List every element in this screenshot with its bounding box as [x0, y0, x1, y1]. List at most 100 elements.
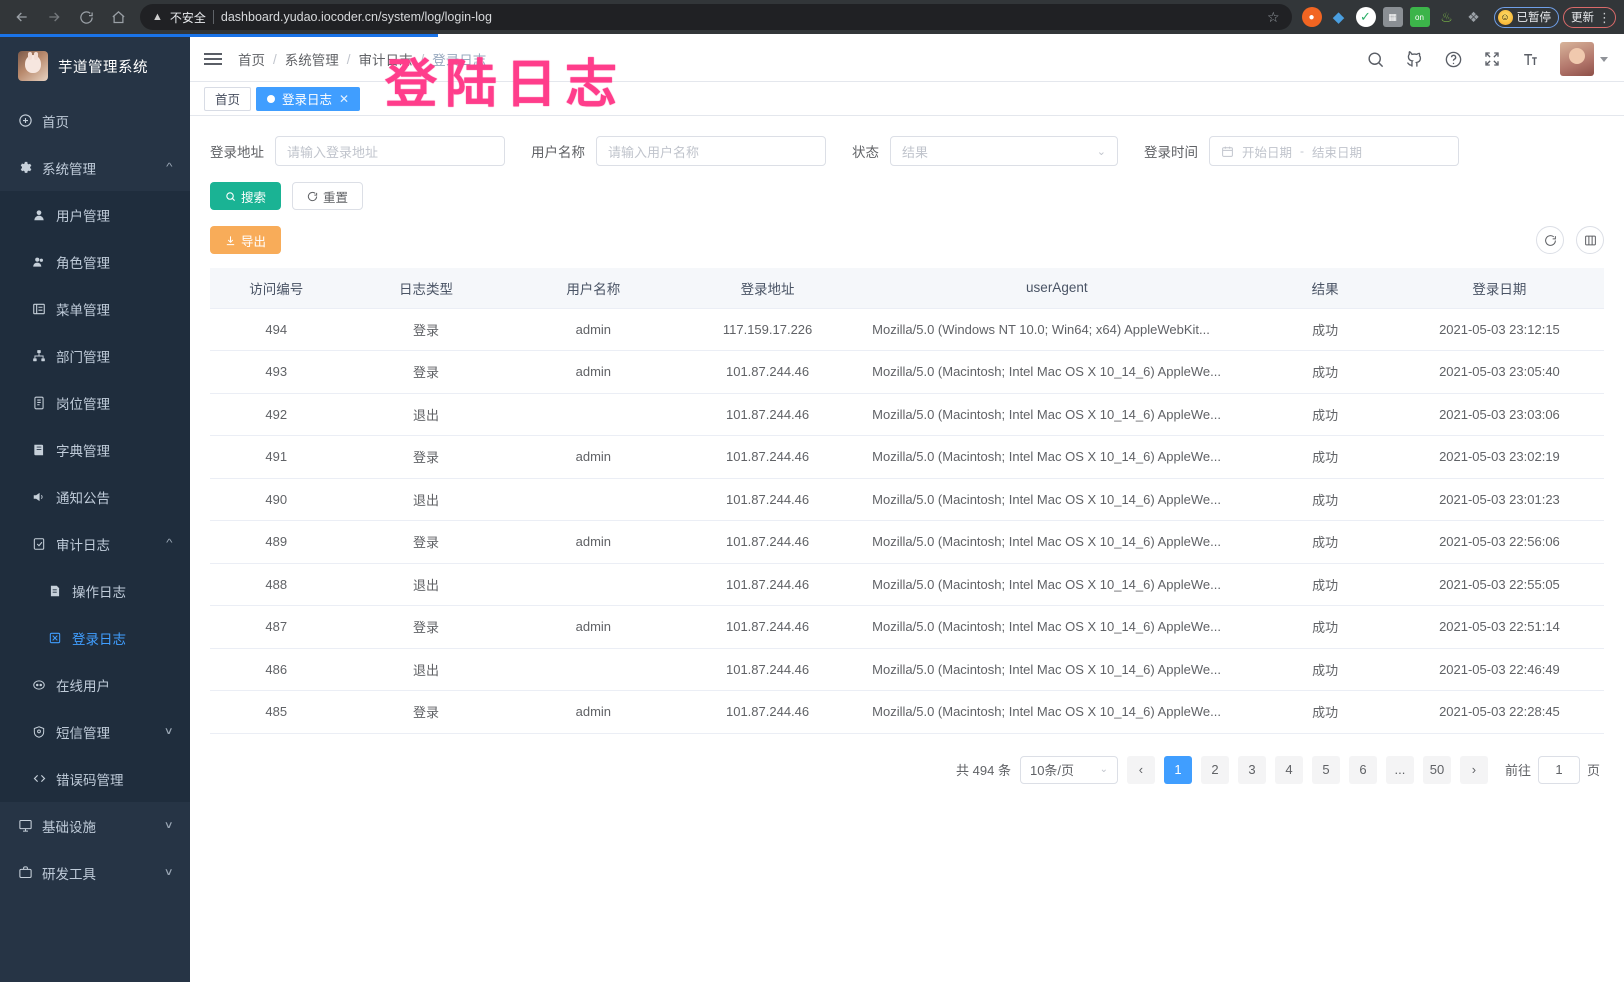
cell-date: 2021-05-03 22:46:49: [1394, 648, 1604, 691]
page-size-select[interactable]: 10条/页 ⌄: [1019, 755, 1118, 784]
sidebar-item-label: 短信管理: [56, 725, 110, 741]
breadcrumb-item-audit[interactable]: 审计日志: [358, 53, 413, 68]
tab-login-log[interactable]: 登录日志 ✕: [256, 86, 361, 111]
extension-wechat-icon[interactable]: ✓: [1355, 7, 1376, 27]
sidebar-item-login-log[interactable]: 登录日志: [0, 614, 190, 661]
column-header-date[interactable]: 登录日期: [1394, 268, 1604, 309]
search-icon[interactable]: [1366, 50, 1385, 69]
username-input[interactable]: 请输入用户名称: [596, 136, 826, 166]
cell-type: 登录: [342, 520, 510, 564]
sidebar-item-error-code[interactable]: 错误码管理: [0, 755, 190, 802]
chevron-down-icon[interactable]: [1600, 56, 1608, 62]
sidebar-item-infrastructure[interactable]: 基础设施 ∨: [0, 802, 190, 849]
forward-arrow-icon[interactable]: [40, 3, 68, 31]
column-header-ip[interactable]: 登录地址: [676, 268, 859, 309]
table-row[interactable]: 494 登录 admin 117.159.17.226 Mozilla/5.0 …: [210, 308, 1604, 351]
pagination-ellipsis[interactable]: ...: [1385, 755, 1414, 784]
browser-toolbar: ▲ 不安全 dashboard.yudao.iocoder.cn/system/…: [0, 0, 1624, 34]
pagination-next-button[interactable]: ›: [1459, 755, 1488, 784]
extension-orange-icon[interactable]: ●: [1301, 7, 1322, 27]
search-button[interactable]: 搜索: [210, 182, 282, 210]
sidebar-item-menu-management[interactable]: 菜单管理: [0, 285, 190, 332]
columns-settings-icon[interactable]: [1576, 226, 1604, 254]
table-row[interactable]: 491 登录 admin 101.87.244.46 Mozilla/5.0 (…: [210, 435, 1604, 479]
table-row[interactable]: 492 退出 101.87.244.46 Mozilla/5.0 (Macint…: [210, 393, 1604, 436]
table-row[interactable]: 485 登录 admin 101.87.244.46 Mozilla/5.0 (…: [210, 690, 1604, 734]
pagination-page-4[interactable]: 4: [1274, 755, 1303, 784]
table-row[interactable]: 488 退出 101.87.244.46 Mozilla/5.0 (Macint…: [210, 563, 1604, 606]
home-icon[interactable]: [104, 3, 132, 31]
sidebar-item-user-management[interactable]: 用户管理: [0, 191, 190, 238]
breadcrumb-item-system[interactable]: 系统管理: [284, 53, 339, 68]
reload-icon[interactable]: [72, 3, 100, 31]
column-header-id[interactable]: 访问编号: [210, 268, 343, 309]
table-row[interactable]: 487 登录 admin 101.87.244.46 Mozilla/5.0 (…: [210, 605, 1604, 649]
column-header-useragent[interactable]: userAgent: [858, 268, 1256, 309]
sidebar-item-dev-tools[interactable]: 研发工具 ∨: [0, 849, 190, 896]
login-log-table: 访问编号 日志类型 用户名称 登录地址 userAgent 结果 登录日期 49…: [210, 268, 1604, 734]
paused-pill[interactable]: ☺ 已暂停: [1493, 6, 1559, 28]
breadcrumb-item-home[interactable]: 首页: [238, 53, 265, 68]
sidebar-item-sms-management[interactable]: 短信管理 ∨: [0, 708, 190, 755]
cell-date: 2021-05-03 22:56:06: [1394, 520, 1604, 564]
sidebar-item-notice[interactable]: 通知公告: [0, 473, 190, 520]
extension-translate-icon[interactable]: on: [1409, 7, 1430, 27]
date-range-picker[interactable]: 开始日期 - 结束日期: [1209, 136, 1459, 166]
table-row[interactable]: 486 退出 101.87.244.46 Mozilla/5.0 (Macint…: [210, 648, 1604, 691]
sidebar-item-audit-log[interactable]: 审计日志 ^: [0, 520, 190, 567]
sidebar-item-operation-log[interactable]: 操作日志: [0, 567, 190, 614]
close-icon[interactable]: ✕: [339, 91, 350, 106]
bookmark-star-icon[interactable]: ☆: [1266, 8, 1280, 25]
column-header-user[interactable]: 用户名称: [509, 268, 677, 309]
sidebar-item-dept-management[interactable]: 部门管理: [0, 332, 190, 379]
back-arrow-icon[interactable]: [8, 3, 36, 31]
pagination-page-last[interactable]: 50: [1422, 755, 1451, 784]
tab-home[interactable]: 首页: [204, 86, 252, 111]
fullscreen-icon[interactable]: [1483, 50, 1501, 68]
address-bar[interactable]: ▲ 不安全 dashboard.yudao.iocoder.cn/system/…: [140, 4, 1292, 30]
pagination-page-6[interactable]: 6: [1348, 755, 1377, 784]
sidebar-item-role-management[interactable]: 角色管理: [0, 238, 190, 285]
pagination-prev-button[interactable]: ‹: [1126, 755, 1155, 784]
login-address-input[interactable]: 请输入登录地址: [275, 136, 505, 166]
update-pill[interactable]: 更新 ⋮: [1563, 6, 1616, 28]
extension-puzzle-icon[interactable]: ❖: [1467, 8, 1480, 25]
chevron-up-icon: ^: [166, 538, 173, 549]
refresh-circle-icon[interactable]: [1536, 226, 1564, 254]
cell-ip: 101.87.244.46: [676, 690, 859, 734]
kebab-menu-icon[interactable]: ⋮: [1598, 9, 1611, 25]
sidebar-item-system-management[interactable]: 系统管理 ^: [0, 144, 190, 191]
cell-type: 退出: [342, 393, 510, 436]
text-size-icon[interactable]: [1521, 50, 1540, 69]
table-row[interactable]: 490 退出 101.87.244.46 Mozilla/5.0 (Macint…: [210, 478, 1604, 521]
extension-leaf-icon[interactable]: ♨: [1440, 8, 1453, 25]
goto-page-input[interactable]: 1: [1537, 755, 1580, 784]
status-select[interactable]: 结果 ⌄: [890, 136, 1118, 166]
extension-diamond-icon[interactable]: ◆: [1332, 9, 1345, 26]
extension-grid-icon[interactable]: ▦: [1382, 7, 1403, 27]
cell-ip: 101.87.244.46: [676, 435, 859, 479]
hamburger-menu-icon[interactable]: [204, 53, 226, 65]
sidebar-item-online-users[interactable]: 在线用户: [0, 661, 190, 708]
sidebar-logo[interactable]: 芋道管理系统: [0, 37, 190, 97]
logo-image: [18, 51, 48, 81]
sidebar-item-post-management[interactable]: 岗位管理: [0, 379, 190, 426]
help-circle-icon[interactable]: [1444, 50, 1463, 69]
sidebar-item-dict-management[interactable]: 字典管理: [0, 426, 190, 473]
pagination-page-5[interactable]: 5: [1311, 755, 1340, 784]
table-row[interactable]: 489 登录 admin 101.87.244.46 Mozilla/5.0 (…: [210, 520, 1604, 564]
pagination-page-3[interactable]: 3: [1237, 755, 1266, 784]
table-row[interactable]: 493 登录 admin 101.87.244.46 Mozilla/5.0 (…: [210, 350, 1604, 394]
export-button[interactable]: 导出: [210, 226, 282, 254]
avatar[interactable]: [1560, 42, 1608, 76]
breadcrumb-item-current: 登录日志: [432, 53, 487, 68]
pagination-page-2[interactable]: 2: [1200, 755, 1229, 784]
pagination-page-1[interactable]: 1: [1163, 755, 1192, 784]
column-header-result[interactable]: 结果: [1255, 268, 1395, 309]
github-icon[interactable]: [1405, 50, 1424, 69]
log-file-icon: [48, 584, 72, 598]
column-header-type[interactable]: 日志类型: [342, 268, 510, 309]
sidebar-item-home[interactable]: 首页: [0, 97, 190, 144]
cell-id: 490: [210, 478, 343, 521]
reset-button[interactable]: 重置: [292, 182, 364, 210]
